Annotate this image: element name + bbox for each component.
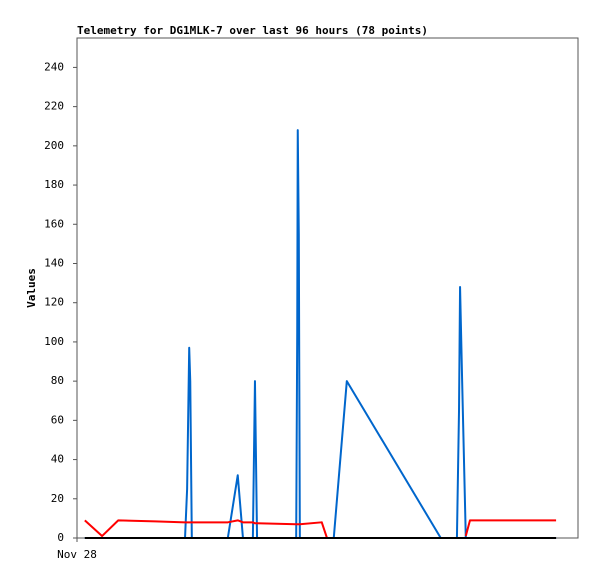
y-tick-label: 200 — [44, 139, 64, 152]
y-tick-label: 60 — [51, 413, 64, 426]
y-axis-label: Values — [25, 268, 38, 308]
y-tick-label: 20 — [51, 492, 64, 505]
x-tick-label: Nov 28 — [57, 548, 97, 561]
plot-area — [76, 37, 579, 539]
y-tick-label: 220 — [44, 100, 64, 113]
y-tick-label: 240 — [44, 60, 64, 73]
series-line — [84, 129, 557, 539]
y-tick-label: 180 — [44, 178, 64, 191]
y-tick-label: 100 — [44, 335, 64, 348]
y-tick-label: 120 — [44, 296, 64, 309]
y-tick-label: 40 — [51, 453, 64, 466]
y-tick-label: 160 — [44, 217, 64, 230]
y-tick-label: 140 — [44, 256, 64, 269]
y-tick-label: 80 — [51, 374, 64, 387]
y-tick-label: 0 — [57, 531, 64, 544]
series-line — [84, 519, 557, 539]
chart-title: Telemetry for DG1MLK-7 over last 96 hour… — [77, 24, 428, 37]
